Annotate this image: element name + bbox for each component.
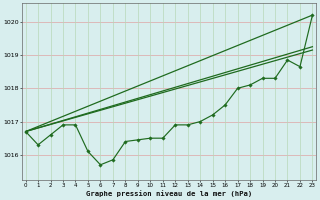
X-axis label: Graphe pression niveau de la mer (hPa): Graphe pression niveau de la mer (hPa): [86, 190, 252, 197]
